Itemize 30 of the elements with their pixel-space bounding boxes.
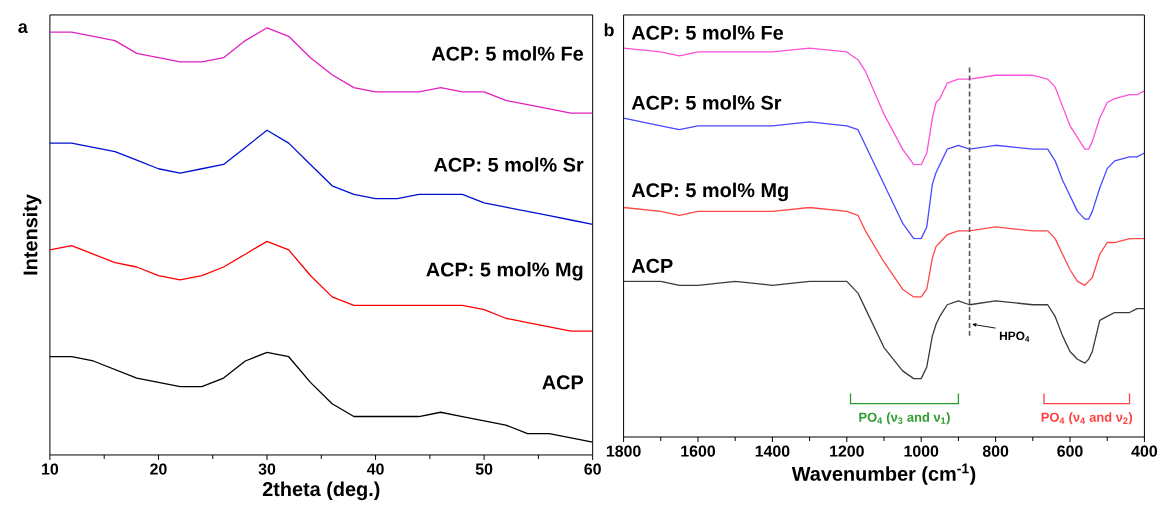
series-label: ACP: 5 mol% Mg — [426, 262, 583, 281]
ref-line-label: HPO$_{4}$ — [999, 331, 1030, 342]
y-axis-title: Intensity — [22, 194, 42, 275]
series-label: ACP — [631, 258, 673, 273]
series-label: ACP: 5 mol% Fe — [431, 46, 584, 61]
series-label: ACP: 5 mol% Sr — [433, 157, 584, 172]
x-tick-label: 30 — [258, 463, 276, 475]
annotation: PO$_{4}$ (ν$_{3}$ and ν$_{1}$) — [859, 412, 950, 425]
x-axis-title: 2theta (deg.) — [262, 481, 380, 501]
x-tick-label: 20 — [150, 463, 167, 475]
x-tick-label: 50 — [475, 463, 493, 475]
x-tick-label: 10 — [42, 463, 59, 475]
text: b — [604, 23, 614, 37]
series-label: ACP: 5 mol% Fe — [631, 25, 784, 40]
x-tick-label: 40 — [366, 463, 384, 475]
x-tick-label: 1800 — [606, 445, 641, 457]
annotation: PO$_{4}$ (ν$_{4}$ and ν$_{2}$) — [1041, 412, 1133, 425]
x-tick-label: 1600 — [681, 445, 716, 457]
x-tick-label: 800 — [982, 445, 1009, 457]
x-tick-label: 1400 — [755, 445, 790, 457]
x-axis-title: Wavenumber (cm$^{-1}$) — [791, 463, 976, 485]
series-label: ACP: 5 mol% Mg — [631, 182, 788, 202]
x-tick-label: 600 — [1057, 445, 1083, 457]
text: a — [18, 23, 28, 34]
x-tick-label: 400 — [1131, 445, 1158, 457]
x-tick-label: 1000 — [904, 445, 939, 457]
text: ACP — [542, 375, 584, 390]
series-label: ACP: 5 mol% Sr — [631, 95, 782, 110]
x-tick-label: 1200 — [830, 445, 864, 457]
x-tick-label: 60 — [584, 463, 601, 475]
